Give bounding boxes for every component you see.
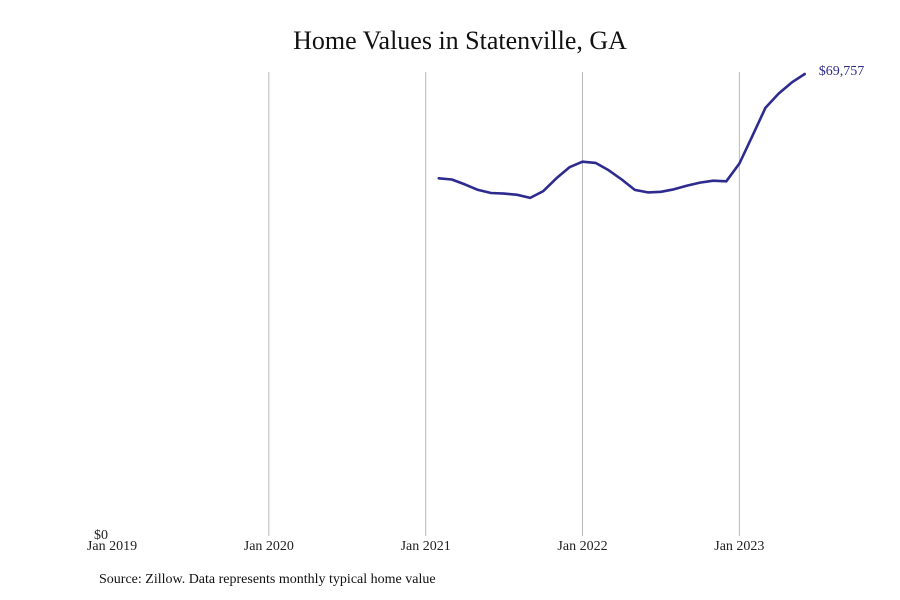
grid-lines: [268, 72, 740, 536]
x-axis-tick-label: Jan 2022: [557, 539, 607, 554]
x-axis-tick-label: Jan 2019: [87, 539, 137, 554]
chart-title: Home Values in Statenville, GA: [293, 26, 627, 55]
source-note: Source: Zillow. Data represents monthly …: [99, 572, 436, 587]
x-axis-tick-label: Jan 2020: [244, 539, 294, 554]
y-axis-tick-label-zero: $0: [94, 528, 108, 543]
series-layer: $69,757: [437, 64, 865, 200]
x-axis-tick-labels: Jan 2019 Jan 2020 Jan 2021 Jan 2022 Jan 2023: [87, 539, 765, 554]
x-axis-tick-label: Jan 2021: [401, 539, 451, 554]
series-line: [437, 72, 807, 200]
series-end-value-label: $69,757: [819, 64, 865, 79]
x-axis-tick-label: Jan 2023: [714, 539, 764, 554]
